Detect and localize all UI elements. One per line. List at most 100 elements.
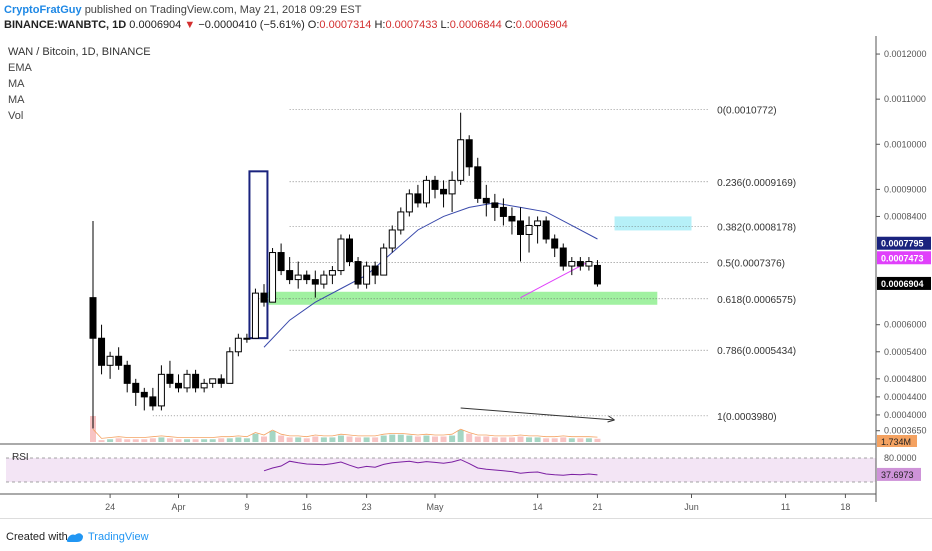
candle-body	[371, 265, 379, 276]
candle-body	[140, 391, 148, 398]
volume-bar	[226, 438, 233, 442]
volume-bar	[551, 438, 558, 442]
legend-vol[interactable]: Vol	[8, 110, 23, 122]
candle-body	[576, 261, 584, 267]
x-tick-label: Apr	[171, 502, 185, 512]
volume-bar	[124, 439, 131, 442]
rsi-label: RSI	[12, 452, 29, 463]
candle-body	[508, 215, 516, 222]
candle-body	[559, 247, 567, 267]
footer: Created with TradingView	[0, 518, 932, 551]
candle-body	[354, 261, 362, 285]
x-tick-label: 21	[592, 502, 602, 512]
volume-ma-line	[92, 428, 598, 439]
volume-bar	[201, 439, 208, 442]
candle-body	[269, 252, 277, 303]
legend-ma-2[interactable]: MA	[8, 94, 25, 106]
high-value: 0.0007433	[385, 19, 438, 31]
volume-bar	[568, 438, 575, 442]
candle-body	[294, 274, 302, 281]
candle-body	[115, 355, 123, 366]
volume-bar	[526, 437, 533, 442]
y-tick-label: 0.0005400	[884, 347, 927, 357]
rsi-line	[263, 459, 598, 476]
price-chart[interactable]: 0(0.0010772) 0.236(0.0009169) 0.382(0.0008…	[0, 36, 932, 518]
volume-bar	[269, 430, 276, 442]
volume-bar	[286, 437, 293, 442]
candle-body	[175, 382, 182, 389]
volume-bar	[406, 435, 413, 442]
volume-bar	[312, 436, 319, 442]
y-tick-label: 0.0006000	[884, 320, 927, 330]
x-tick-label: May	[426, 502, 444, 512]
price-tag-label: 0.0007795	[881, 239, 924, 249]
y-tick-label: 0.0004800	[884, 374, 927, 384]
volume-bar	[560, 437, 567, 442]
candle-body	[405, 193, 413, 213]
candle-body	[457, 139, 465, 181]
price-change: −0.0000410 (−5.61%)	[198, 19, 305, 31]
legend-ma-1[interactable]: MA	[8, 78, 25, 90]
volume-bar	[355, 437, 362, 442]
price-tag-label: 0.0006904	[881, 279, 924, 289]
volume-bar	[243, 438, 250, 442]
x-tick-label: 14	[533, 502, 543, 512]
volume-bar	[440, 436, 447, 442]
candle-body	[183, 373, 191, 389]
volume-bar	[115, 438, 122, 442]
rsi-tick-label: 80.0000	[884, 453, 917, 463]
volume-bar	[337, 435, 344, 442]
x-tick-label: 24	[105, 502, 115, 512]
candle-body	[363, 265, 371, 285]
candle-body	[568, 261, 576, 267]
candle-body	[593, 264, 601, 285]
candle-body	[465, 139, 473, 168]
volume-bar	[500, 437, 507, 442]
candle-body	[149, 396, 157, 407]
candle-body	[337, 238, 345, 272]
candle-body	[260, 292, 268, 303]
candle-body	[311, 279, 319, 285]
candle-body	[517, 220, 524, 235]
volume-bar	[90, 416, 96, 442]
volume-bar	[432, 436, 438, 442]
volume-bar	[594, 438, 601, 442]
author-link[interactable]: CryptoFratGuy	[4, 4, 82, 16]
tradingview-brand[interactable]: TradingView	[88, 531, 149, 543]
candle-body	[388, 229, 396, 249]
candle-body	[286, 270, 294, 281]
volume-bar	[218, 438, 225, 442]
y-tick-label: 0.0011000	[884, 94, 926, 104]
volume-bar	[397, 434, 404, 442]
open-label: O:	[307, 19, 320, 31]
fib-level-label: 0.618(0.0006575)	[717, 295, 796, 306]
candle-body	[251, 292, 259, 339]
candle-body	[534, 220, 542, 226]
candle-body	[192, 373, 200, 389]
fib-level-label: 0.382(0.0008178)	[717, 222, 796, 233]
volume-bar	[483, 436, 490, 442]
candle-body	[277, 252, 285, 272]
candle-body	[328, 270, 336, 276]
candle-body	[431, 179, 439, 190]
volume-bar	[372, 437, 379, 442]
volume-bar	[491, 437, 498, 442]
candle-body	[106, 355, 114, 366]
volume-bar	[508, 437, 515, 442]
candle-body	[397, 211, 405, 231]
candle-body	[123, 364, 131, 384]
candle-body	[157, 373, 165, 407]
x-tick-label: 9	[244, 502, 249, 512]
candle-body	[414, 193, 422, 204]
volume-bar	[363, 437, 370, 442]
rsi-band	[6, 458, 876, 482]
legend-ema[interactable]: EMA	[8, 62, 33, 74]
candle-body	[166, 373, 174, 384]
fib-level-label: 0.236(0.0009169)	[717, 178, 796, 189]
volume-bar	[329, 437, 336, 442]
volume-bar	[141, 439, 148, 442]
volume-bar	[517, 436, 524, 442]
volume-tag	[877, 435, 917, 447]
volume-bar	[449, 435, 456, 442]
rsi-value-tag	[877, 467, 921, 481]
